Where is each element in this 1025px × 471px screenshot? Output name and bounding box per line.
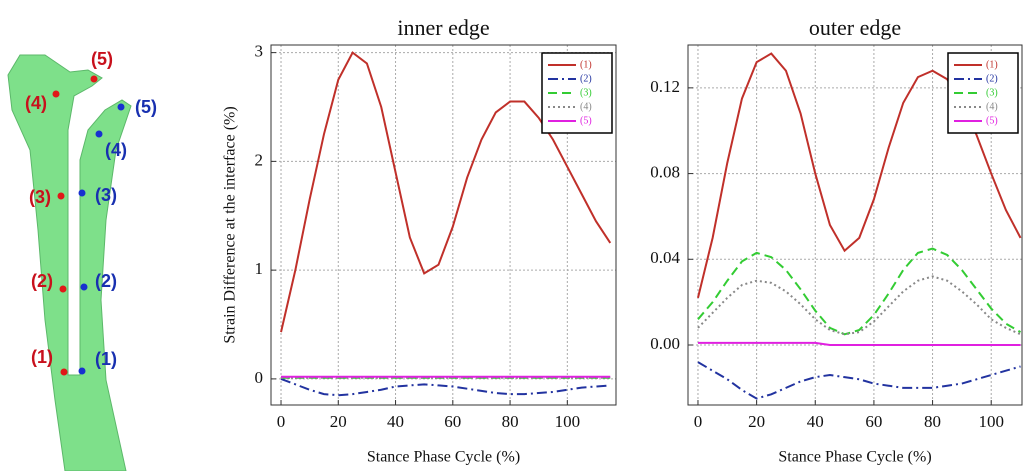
x-tick-label: 0 xyxy=(694,412,703,431)
blue-point xyxy=(78,189,86,197)
plot-frame xyxy=(270,44,617,406)
red-point xyxy=(57,192,65,200)
x-tick-label: 60 xyxy=(865,412,882,431)
legend-label: (4) xyxy=(580,101,592,112)
legend-label: (5) xyxy=(986,115,998,126)
blue-point xyxy=(80,283,88,291)
x-tick-label: 20 xyxy=(748,412,765,431)
red-label: (1) xyxy=(31,347,53,367)
blue-label: (3) xyxy=(95,185,117,205)
plate-shape xyxy=(7,54,132,471)
red-label: (5) xyxy=(91,49,113,69)
y-tick-label: 0.00 xyxy=(650,334,680,353)
series-line xyxy=(697,361,1021,400)
y-axis-label: Strain Difference at the interface (%) xyxy=(222,106,239,343)
x-tick-label: 100 xyxy=(978,412,1004,431)
series-line xyxy=(697,275,1021,336)
x-tick-label: 100 xyxy=(555,412,581,431)
legend-label: (1) xyxy=(580,59,592,70)
series-line xyxy=(697,341,1021,346)
x-tick-label: 80 xyxy=(502,412,519,431)
red-point xyxy=(52,90,60,98)
series-line xyxy=(280,51,612,333)
x-tick-label: 20 xyxy=(330,412,347,431)
series-group xyxy=(280,51,612,397)
x-tick-label: 60 xyxy=(444,412,461,431)
legend: (1) (2) (3) (4) (5) xyxy=(947,52,1019,134)
chart-title: outer edge xyxy=(809,15,901,40)
y-tick-label: 0.08 xyxy=(650,162,680,181)
x-axis-label: Stance Phase Cycle (%) xyxy=(778,449,931,466)
y-tick-label: 0 xyxy=(255,368,264,387)
y-tick-label: 0.12 xyxy=(650,77,680,96)
red-label: (3) xyxy=(29,187,51,207)
blue-point xyxy=(117,103,125,111)
red-point xyxy=(60,368,68,376)
red-point xyxy=(59,285,67,293)
x-tick-label: 80 xyxy=(924,412,941,431)
blue-label: (4) xyxy=(105,140,127,160)
legend-label: (3) xyxy=(986,87,998,98)
chart: 0 1 2 3 0 20 40 60 80 100 inner edge Stance Phase C… xyxy=(222,15,617,466)
red-label: (2) xyxy=(31,271,53,291)
y-tick-label: 3 xyxy=(255,42,264,61)
foot-diagram: (1) (2) (3) (4) (5) (1) (2) (3) (4) (5) xyxy=(7,49,157,471)
legend-label: (5) xyxy=(580,115,592,126)
red-point xyxy=(90,75,98,83)
blue-point xyxy=(78,367,86,375)
chart-title: inner edge xyxy=(397,15,489,40)
legend: (1) (2) (3) (4) (5) xyxy=(541,52,613,134)
red-label: (4) xyxy=(25,93,47,113)
blue-label: (2) xyxy=(95,271,117,291)
x-tick-label: 40 xyxy=(807,412,824,431)
plot-frame xyxy=(687,44,1023,406)
legend-label: (2) xyxy=(580,73,592,84)
y-tick-label: 2 xyxy=(255,150,264,169)
legend-label: (4) xyxy=(986,101,998,112)
y-tick-label: 0.04 xyxy=(650,248,680,267)
chart: 0.00 0.04 0.08 0.12 0 20 40 60 80 100 outer edge St… xyxy=(650,15,1023,466)
legend-label: (1) xyxy=(986,59,998,70)
y-tick-label: 1 xyxy=(255,259,264,278)
legend-label: (2) xyxy=(986,73,998,84)
blue-label: (1) xyxy=(95,349,117,369)
x-tick-label: 40 xyxy=(387,412,404,431)
blue-point xyxy=(95,130,103,138)
series-line xyxy=(697,247,1022,336)
x-axis-label: Stance Phase Cycle (%) xyxy=(367,449,520,466)
series-line xyxy=(280,377,611,397)
blue-label: (5) xyxy=(135,97,157,117)
x-tick-label: 0 xyxy=(277,412,286,431)
legend-label: (3) xyxy=(580,87,592,98)
